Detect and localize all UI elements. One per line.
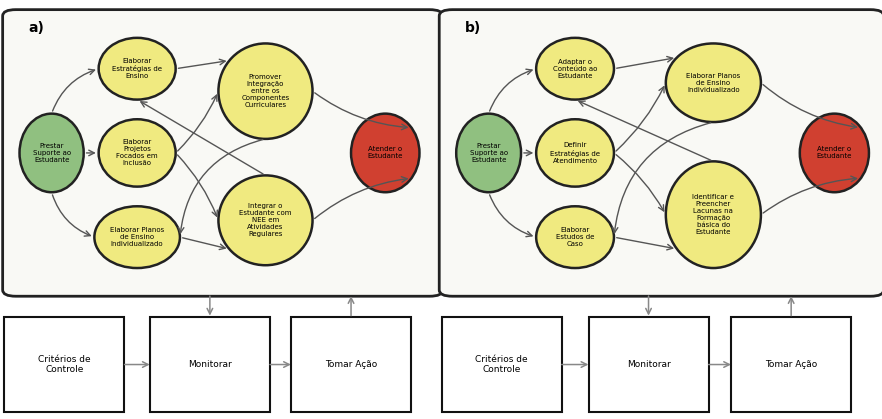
Text: Prestar
Suporte ao
Estudante: Prestar Suporte ao Estudante — [33, 143, 71, 163]
FancyBboxPatch shape — [442, 317, 562, 412]
FancyBboxPatch shape — [4, 317, 124, 412]
Text: Monitorar: Monitorar — [626, 360, 670, 369]
Ellipse shape — [219, 44, 312, 139]
Ellipse shape — [99, 119, 176, 186]
FancyBboxPatch shape — [150, 317, 270, 412]
Text: b): b) — [465, 21, 481, 35]
Text: a): a) — [28, 21, 44, 35]
Ellipse shape — [19, 114, 84, 192]
FancyBboxPatch shape — [3, 10, 443, 296]
Ellipse shape — [536, 38, 614, 100]
Text: Integrar o
Estudante com
NEE em
Atividades
Regulares: Integrar o Estudante com NEE em Atividad… — [239, 203, 292, 237]
Text: Tomar Ação: Tomar Ação — [325, 360, 377, 369]
Text: Critérios de
Controle: Critérios de Controle — [475, 355, 528, 374]
Text: Elaborar
Projetos
Focados em
Inclusão: Elaborar Projetos Focados em Inclusão — [116, 140, 158, 166]
Text: Promover
Integração
entre os
Componentes
Curriculares: Promover Integração entre os Componentes… — [242, 74, 289, 108]
Ellipse shape — [351, 114, 420, 192]
Text: Identificar e
Preencher
Lacunas na
Formação
básica do
Estudante: Identificar e Preencher Lacunas na Forma… — [692, 194, 735, 235]
Text: Monitorar: Monitorar — [188, 360, 232, 369]
Ellipse shape — [800, 114, 869, 192]
Ellipse shape — [99, 38, 176, 100]
Text: Atender o
Estudante: Atender o Estudante — [817, 146, 852, 160]
Text: Elaborar Planos
de Ensino
Individualizado: Elaborar Planos de Ensino Individualizad… — [686, 73, 741, 93]
Ellipse shape — [536, 206, 614, 268]
Text: Elaborar
Estratégias de
Ensino: Elaborar Estratégias de Ensino — [112, 58, 162, 79]
FancyBboxPatch shape — [588, 317, 708, 412]
FancyBboxPatch shape — [731, 317, 851, 412]
Ellipse shape — [456, 114, 521, 192]
Ellipse shape — [666, 44, 761, 122]
Text: Elaborar Planos
de Ensino
Individualizado: Elaborar Planos de Ensino Individualizad… — [110, 227, 164, 247]
Text: Definir
Estratégias de
Atendimento: Definir Estratégias de Atendimento — [550, 142, 600, 163]
Ellipse shape — [536, 119, 614, 186]
Text: Elaborar
Estudos de
Caso: Elaborar Estudos de Caso — [556, 227, 594, 247]
FancyBboxPatch shape — [291, 317, 411, 412]
Ellipse shape — [666, 161, 761, 268]
Ellipse shape — [94, 206, 180, 268]
FancyBboxPatch shape — [439, 10, 882, 296]
Text: Adaptar o
Conteúdo ao
Estudante: Adaptar o Conteúdo ao Estudante — [553, 59, 597, 79]
Text: Prestar
Suporte ao
Estudante: Prestar Suporte ao Estudante — [469, 143, 508, 163]
Text: Tomar Ação: Tomar Ação — [765, 360, 818, 369]
Text: Atender o
Estudante: Atender o Estudante — [368, 146, 403, 160]
Ellipse shape — [219, 176, 312, 265]
Text: Critérios de
Controle: Critérios de Controle — [38, 355, 91, 374]
